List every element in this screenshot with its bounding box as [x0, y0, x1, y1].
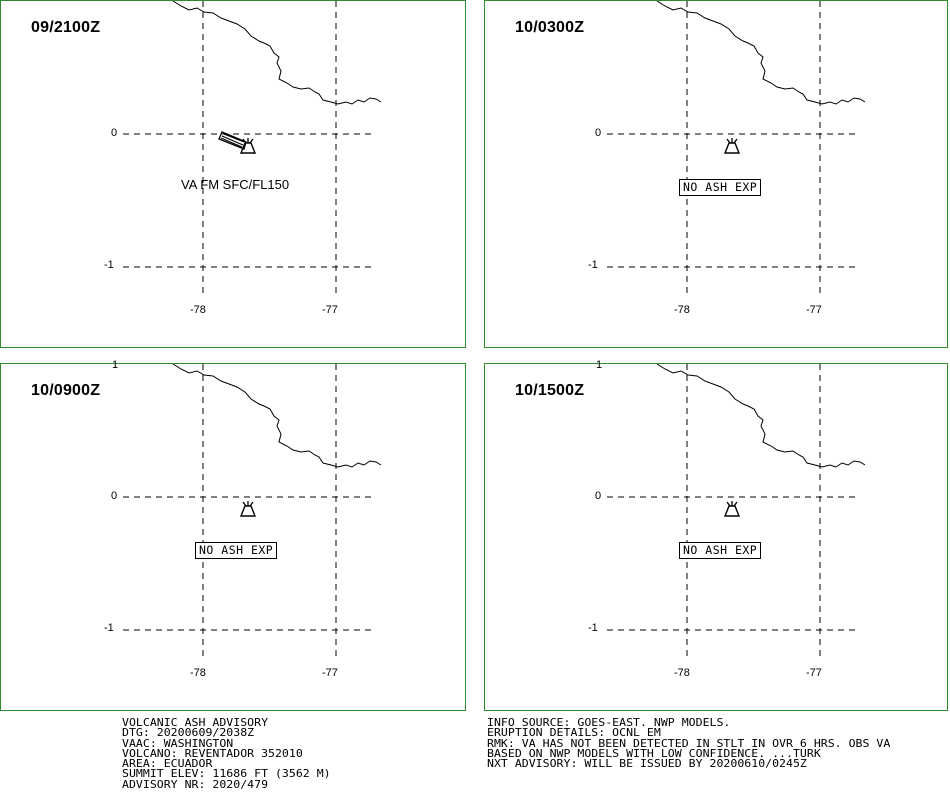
- forecast-panel-4: 10/1500Z 1 0 -1 -78 -77 NO ASH EXP: [484, 359, 948, 711]
- volcano-icon: [723, 501, 741, 517]
- longitude-label: -78: [674, 667, 690, 679]
- longitude-label: -78: [190, 667, 206, 679]
- advisory-line: ADVISORY NR: 2020/479: [122, 777, 269, 791]
- longitude-label: -77: [322, 667, 338, 679]
- latitude-label: -1: [588, 259, 598, 271]
- advisory-line: BASED ON NWP MODELS WITH LOW CONFIDENCE.…: [487, 746, 821, 760]
- no-ash-label: NO ASH EXP: [195, 542, 278, 559]
- volcano-icon: [239, 501, 257, 517]
- longitude-label: -78: [674, 304, 690, 316]
- advisory-line: VOLCANO: REVENTADOR 352010: [122, 746, 303, 760]
- latitude-label: -1: [104, 259, 114, 271]
- latitude-label: -1: [104, 622, 114, 634]
- map-canvas: [607, 1, 866, 297]
- longitude-label: -77: [806, 304, 822, 316]
- advisory-line: NXT ADVISORY: WILL BE ISSUED BY 20200610…: [487, 757, 807, 771]
- latitude-label: 1: [112, 359, 119, 371]
- graticule: [123, 364, 376, 660]
- forecast-time: 09/2100Z: [31, 19, 101, 36]
- coastline: [172, 364, 382, 468]
- latitude-label: -1: [588, 622, 598, 634]
- latitude-label: 1: [596, 359, 603, 371]
- advisory-line: INFO SOURCE: GOES-EAST. NWP MODELS.: [487, 716, 731, 729]
- coastline: [656, 1, 866, 105]
- coastline: [656, 364, 866, 468]
- volcano-icon: [723, 138, 741, 154]
- latitude-label: 0: [111, 127, 118, 139]
- advisory-line: DTG: 20200609/2038Z: [122, 726, 255, 740]
- ash-cloud-label: VA FM SFC/FL150: [181, 177, 290, 192]
- graticule: [607, 364, 860, 660]
- advisory-line: RMK: VA HAS NOT BEEN DETECTED IN STLT IN…: [487, 736, 891, 750]
- forecast-panel-3: 10/0900Z 1 0 -1 -78 -77 NO ASH EXP: [0, 359, 466, 711]
- forecast-time: 10/0900Z: [31, 382, 101, 399]
- graticule: [607, 1, 860, 297]
- advisory-line: VOLCANIC ASH ADVISORY: [122, 716, 269, 729]
- no-ash-label: NO ASH EXP: [679, 542, 762, 559]
- forecast-time: 10/1500Z: [515, 382, 585, 399]
- advisory-line: VAAC: WASHINGTON: [122, 736, 234, 750]
- latitude-label: 0: [595, 127, 602, 139]
- forecast-time: 10/0300Z: [515, 19, 585, 36]
- advisory-line: ERUPTION DETAILS: OCNL EM: [487, 726, 661, 740]
- no-ash-label: NO ASH EXP: [679, 179, 762, 196]
- coastline: [172, 1, 382, 105]
- map-canvas: [123, 1, 382, 297]
- advisory-line: AREA: ECUADOR: [122, 757, 213, 771]
- ash-cloud-polygon: [218, 131, 247, 150]
- graticule: [123, 1, 376, 297]
- volcano-icon: [239, 138, 257, 154]
- latitude-label: 0: [595, 490, 602, 502]
- longitude-label: -77: [322, 304, 338, 316]
- advisory-line: SUMMIT ELEV: 11686 FT (3562 M): [122, 767, 331, 781]
- advisory-info-right: INFO SOURCE: GOES-EAST. NWP MODELS. ERUP…: [487, 716, 891, 771]
- longitude-label: -77: [806, 667, 822, 679]
- latitude-label: 0: [111, 490, 118, 502]
- map-canvas: [123, 364, 382, 660]
- advisory-info-left: VOLCANIC ASH ADVISORY DTG: 20200609/2038…: [122, 716, 331, 791]
- map-canvas: [607, 364, 866, 660]
- longitude-label: -78: [190, 304, 206, 316]
